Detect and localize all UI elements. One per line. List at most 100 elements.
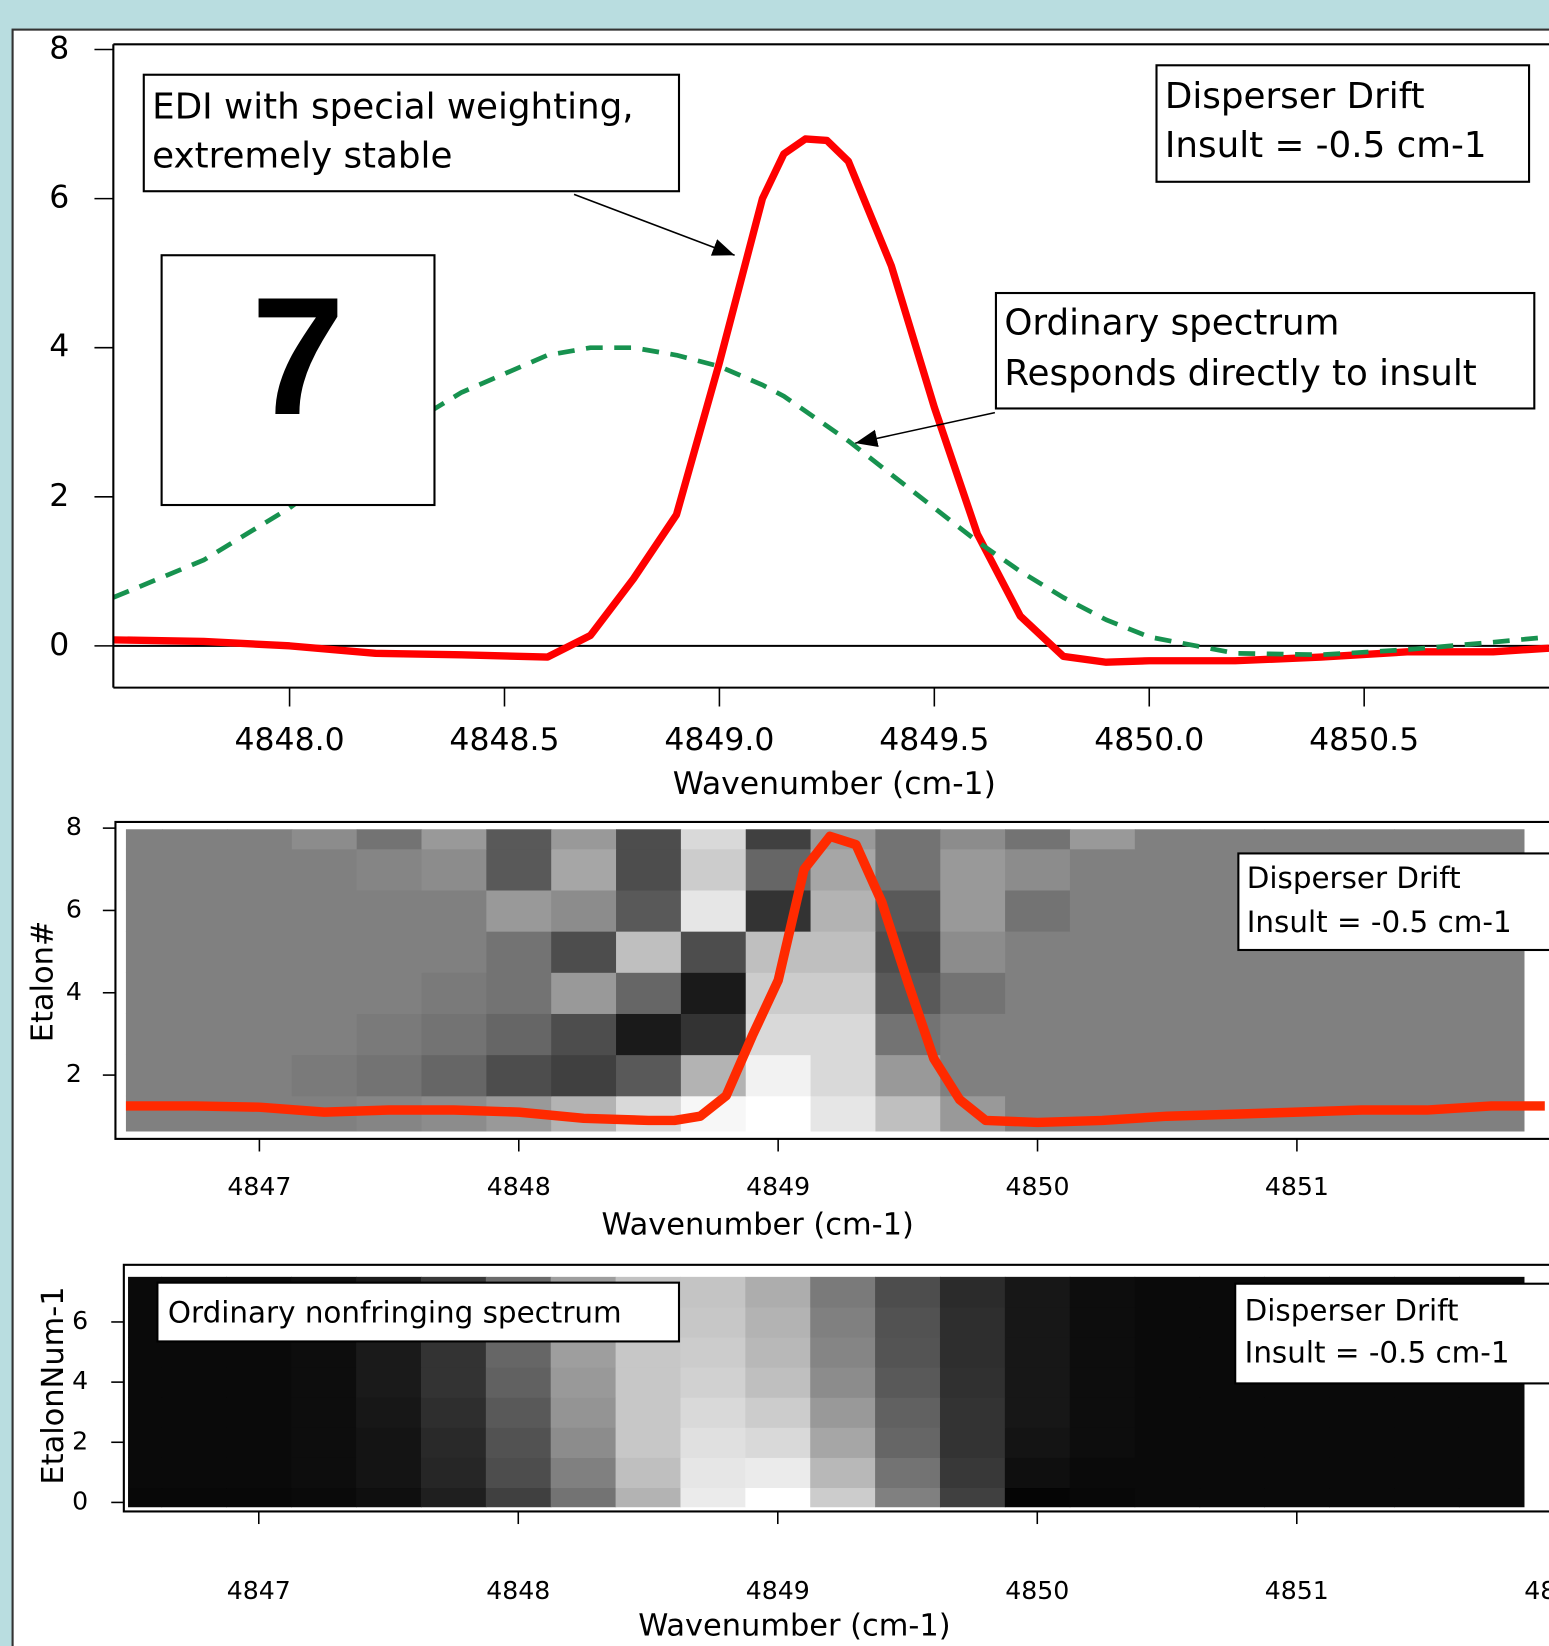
heat-cell — [810, 889, 877, 932]
heat-cell — [939, 1397, 1006, 1428]
heat-cell — [125, 931, 163, 973]
heat-cell — [745, 1427, 811, 1458]
heat-cell — [486, 1054, 552, 1097]
heat-cell — [810, 1054, 877, 1097]
heat-cell — [1394, 1013, 1460, 1056]
heat-cell — [1199, 829, 1266, 850]
x-axis-title: Wavenumber (cm-1) — [602, 1207, 914, 1242]
heat-cell — [1005, 931, 1071, 973]
y-tick-label: 6 — [72, 1306, 88, 1335]
x-tick-label: 4848.5 — [449, 722, 559, 758]
heat-cell — [875, 829, 941, 850]
heat-cell — [615, 1457, 682, 1489]
heat-cell — [616, 972, 682, 1014]
heat-cell — [485, 1487, 552, 1508]
heat-cell — [810, 1306, 876, 1338]
heat-cell — [356, 1487, 422, 1508]
heat-cell — [1134, 1397, 1201, 1428]
heat-cell — [291, 1457, 357, 1489]
x-tick-label: 4850.0 — [1094, 722, 1204, 758]
heat-cell — [810, 1337, 876, 1368]
heat-cell — [680, 829, 747, 850]
heat-cell — [291, 889, 358, 932]
heat-cell — [1394, 1095, 1460, 1132]
heat-cell — [1004, 1306, 1071, 1338]
heat-cell — [1394, 1397, 1460, 1428]
heat-cell — [745, 1276, 811, 1308]
heat-cell — [1199, 1054, 1266, 1097]
heat-cell — [226, 1397, 292, 1428]
heat-cell — [291, 848, 358, 891]
annotation-text: Insult = -0.5 cm-1 — [1247, 905, 1512, 939]
x-tick-label: 4851 — [1265, 1576, 1329, 1605]
y-axis-title: Etalon# — [26, 921, 61, 1043]
heat-cell — [1134, 1427, 1201, 1458]
y-tick-label: 6 — [49, 180, 69, 216]
heat-cell — [1005, 848, 1071, 891]
heat-cell — [1069, 1457, 1136, 1489]
heat-cell — [128, 1457, 163, 1489]
heat-cell — [162, 848, 228, 891]
heat-cell — [875, 1337, 941, 1368]
heat-cell — [291, 972, 358, 1014]
heat-cell — [421, 829, 487, 850]
heat-cell — [1394, 829, 1460, 850]
heat-cell — [485, 1397, 552, 1428]
heat-cell — [810, 1095, 877, 1132]
heat-cell — [1069, 1337, 1136, 1368]
heat-cell — [551, 848, 617, 891]
heat-cell — [226, 848, 293, 891]
heat-cell — [616, 1013, 682, 1056]
heat-cell — [875, 1457, 941, 1489]
x-tick-label: 4849.0 — [664, 722, 774, 758]
heat-cell — [1329, 1013, 1395, 1056]
heat-cell — [291, 1013, 358, 1056]
annotation-text: Insult = -0.5 cm-1 — [1245, 1336, 1510, 1370]
heat-cell — [162, 1013, 228, 1056]
heat-cell — [615, 1427, 682, 1458]
heat-cell — [551, 1013, 617, 1056]
heat-cell — [226, 931, 293, 973]
heat-cell — [745, 1397, 811, 1428]
heat-cell — [1069, 1013, 1136, 1056]
heat-cell — [1069, 1427, 1136, 1458]
heat-cell — [356, 889, 423, 932]
heat-cell — [356, 829, 423, 850]
heat-cell — [1069, 829, 1136, 850]
annotation-box — [160, 254, 436, 507]
heat-cell — [226, 1095, 293, 1132]
heat-cell — [939, 1306, 1006, 1338]
heat-cell — [226, 1013, 293, 1056]
x-tick-label: 4849 — [746, 1576, 810, 1605]
heat-cell — [1134, 1337, 1201, 1368]
heat-cell — [616, 1054, 682, 1097]
heat-cell — [940, 1013, 1006, 1056]
heat-cell — [1134, 1306, 1201, 1338]
heat-cell — [421, 889, 487, 932]
heat-cell — [1134, 1276, 1201, 1308]
x-tick-label: 4847 — [227, 1576, 291, 1605]
heat-cell — [1329, 1487, 1395, 1508]
heat-cell — [356, 1095, 423, 1132]
heat-cell — [875, 848, 941, 891]
heat-cell — [1458, 1427, 1525, 1458]
heat-cell — [162, 972, 228, 1014]
heat-cell — [745, 829, 812, 850]
heat-cell — [875, 1427, 941, 1458]
plot-frame — [122, 1263, 1549, 1513]
annotation-text: extremely stable — [152, 136, 452, 177]
heat-cell — [1264, 1427, 1330, 1458]
line — [125, 831, 1545, 1128]
heat-cell — [940, 829, 1006, 850]
heat-cell — [421, 848, 487, 891]
heat-cell — [291, 829, 358, 850]
annotation-text: Responds directly to insult — [1004, 353, 1476, 394]
heat-cell — [420, 1397, 487, 1428]
heat-cell — [615, 1487, 682, 1508]
heat-cell — [810, 931, 877, 973]
heat-cell — [810, 1367, 876, 1398]
heat-cell — [125, 1054, 163, 1097]
heat-cell — [1199, 1013, 1266, 1056]
heat-cell — [1458, 1487, 1525, 1508]
heat-cell — [485, 1427, 552, 1458]
